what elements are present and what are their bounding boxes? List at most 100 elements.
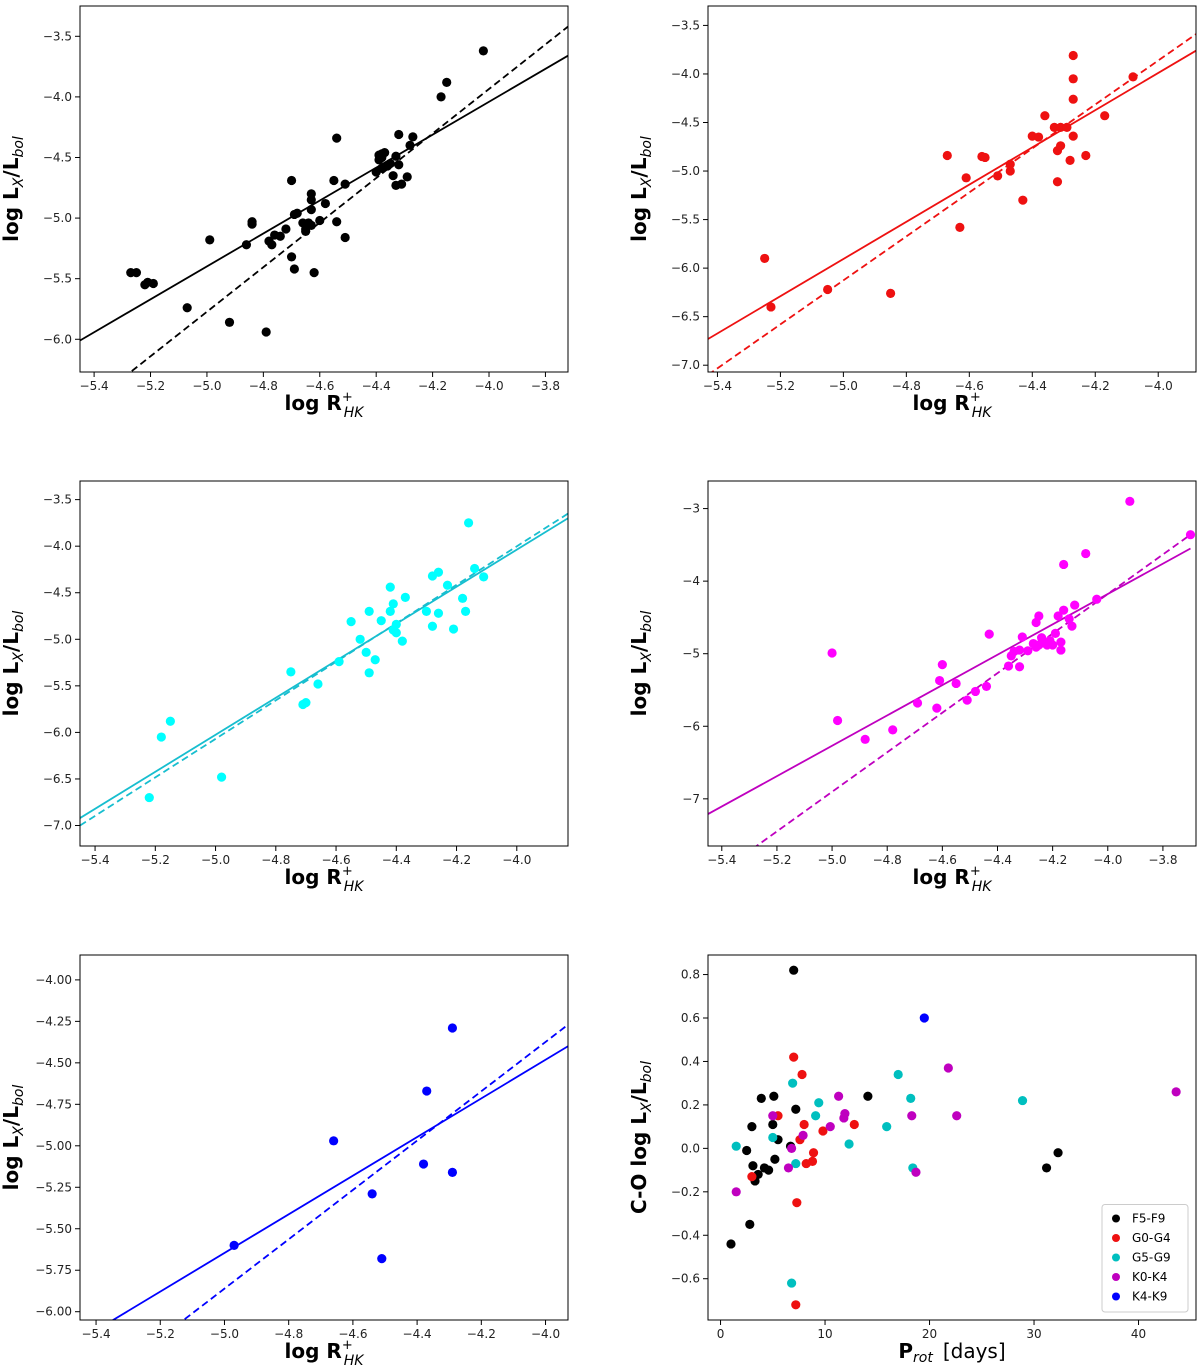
y-tick-label: −6.5 bbox=[671, 310, 700, 324]
y-tick-label: −6 bbox=[682, 719, 700, 733]
data-point bbox=[364, 668, 374, 678]
data-point bbox=[823, 284, 833, 295]
data-point bbox=[346, 616, 356, 627]
x-tick-label: −5.2 bbox=[136, 379, 165, 393]
data-point bbox=[286, 252, 297, 262]
x-tick-label: 30 bbox=[1026, 1327, 1041, 1341]
data-point bbox=[313, 679, 323, 689]
data-point bbox=[1014, 662, 1025, 672]
data-point bbox=[289, 264, 299, 274]
data-point-k0-k4 bbox=[834, 1091, 844, 1101]
x-tick-label: −4.0 bbox=[502, 853, 531, 867]
legend-marker bbox=[1112, 1273, 1120, 1281]
data-point bbox=[306, 205, 316, 215]
legend-label: K0-K4 bbox=[1132, 1270, 1167, 1284]
x-tick-label: 10 bbox=[817, 1327, 832, 1341]
chart-panel-4: −5.4 −5.2 −5.0 −4.8 −4.6 −4.4 −4.2 −4.0 −3.8 −7 −6… bbox=[627, 480, 1197, 895]
y-tick-label: −4.5 bbox=[671, 115, 700, 129]
data-point-f5-f9 bbox=[791, 1104, 801, 1114]
data-point-k0-k4 bbox=[783, 1163, 794, 1173]
fit-line-dashed bbox=[182, 1023, 568, 1320]
legend-label: K4-K9 bbox=[1132, 1290, 1167, 1304]
x-tick-label: −4.0 bbox=[474, 379, 503, 393]
data-point bbox=[380, 148, 390, 158]
data-point-k0-k4 bbox=[731, 1187, 741, 1197]
data-point-k0-k4 bbox=[911, 1167, 921, 1177]
x-axis-label: log R+ HK bbox=[285, 864, 366, 895]
data-point bbox=[301, 698, 311, 708]
data-point bbox=[377, 1254, 387, 1264]
data-point bbox=[1005, 166, 1015, 176]
data-point-g5-g9 bbox=[882, 1122, 892, 1132]
data-point bbox=[962, 695, 972, 705]
x-axis-label: log R+ HK bbox=[285, 1338, 366, 1369]
data-point bbox=[888, 725, 898, 735]
data-point bbox=[436, 92, 446, 102]
data-point bbox=[131, 268, 142, 278]
data-point bbox=[427, 621, 438, 631]
data-point-g5-g9 bbox=[1017, 1095, 1028, 1106]
data-point bbox=[394, 160, 404, 170]
axes-frame bbox=[707, 954, 1197, 1321]
x-tick-label: −3.8 bbox=[531, 379, 560, 393]
y-tick-label: −5.5 bbox=[671, 213, 700, 227]
data-point bbox=[832, 715, 843, 726]
data-point bbox=[1068, 50, 1078, 61]
chart-panel-2: −5.4 −5.2 −5.0 −4.8 −4.6 −4.4 −4.2 −4.0 −7.0 −6.5… bbox=[627, 5, 1197, 421]
data-point-f5-f9 bbox=[768, 1119, 778, 1130]
x-tick-label: −5.4 bbox=[80, 853, 109, 867]
data-point bbox=[1185, 530, 1196, 540]
y-axis-label: log LX/Lbol bbox=[0, 136, 27, 242]
data-point bbox=[470, 563, 480, 574]
data-point bbox=[1014, 645, 1025, 655]
chart-panel-5: −5.4 −5.2 −5.0 −4.8 −4.6 −4.4 −4.2 −4.0 −6.00 −5.… bbox=[0, 954, 569, 1369]
data-point bbox=[912, 698, 923, 708]
y-tick-label: −0.6 bbox=[671, 1272, 700, 1286]
legend-box bbox=[1101, 1204, 1189, 1313]
data-point bbox=[1081, 150, 1091, 161]
y-tick-label: −0.2 bbox=[671, 1185, 700, 1199]
data-point bbox=[1052, 177, 1063, 187]
data-point bbox=[1018, 195, 1028, 205]
y-tick-label: −3.5 bbox=[671, 18, 700, 32]
x-tick-label: −5.2 bbox=[766, 379, 795, 393]
x-tick-label: −4.0 bbox=[1093, 853, 1122, 867]
data-point-g0-g4 bbox=[799, 1119, 809, 1130]
data-point-g5-g9 bbox=[731, 1141, 741, 1151]
legend-label: F5-F9 bbox=[1132, 1212, 1165, 1226]
data-point-k0-k4 bbox=[943, 1063, 953, 1073]
fit-line-dashed bbox=[755, 533, 1192, 846]
legend-marker bbox=[1112, 1234, 1120, 1242]
data-point bbox=[1128, 72, 1138, 82]
data-point bbox=[165, 716, 175, 726]
legend-label: G5-G9 bbox=[1132, 1251, 1171, 1265]
y-tick-label: −3.5 bbox=[43, 29, 72, 43]
data-point-f5-f9 bbox=[726, 1239, 736, 1249]
data-point bbox=[332, 133, 342, 143]
y-tick-label: 0.0 bbox=[681, 1141, 700, 1155]
x-tick-label: −4.8 bbox=[873, 853, 902, 867]
plot-area bbox=[80, 512, 568, 827]
data-point bbox=[1033, 132, 1044, 142]
data-point-g0-g4 bbox=[792, 1198, 802, 1208]
data-point bbox=[980, 152, 990, 163]
x-tick-label: −4.6 bbox=[321, 853, 350, 867]
data-point bbox=[267, 240, 277, 250]
data-point bbox=[388, 599, 398, 609]
axes-frame bbox=[707, 480, 1197, 847]
data-point-k0-k4 bbox=[825, 1122, 835, 1132]
fit-line-solid bbox=[80, 517, 568, 819]
x-tick-label: −5.4 bbox=[80, 379, 109, 393]
data-point-f5-f9 bbox=[747, 1122, 757, 1132]
data-point bbox=[385, 606, 395, 616]
data-point bbox=[364, 606, 374, 616]
y-tick-label: −3.5 bbox=[43, 493, 72, 507]
data-point bbox=[394, 129, 404, 140]
data-point bbox=[1056, 122, 1066, 132]
data-point-g0-g4 bbox=[797, 1069, 807, 1080]
x-axis-label: log R+ HK bbox=[285, 390, 366, 421]
data-point bbox=[442, 77, 452, 87]
axes-frame bbox=[707, 5, 1197, 373]
data-point bbox=[405, 140, 415, 150]
x-tick-label: −4.6 bbox=[955, 379, 984, 393]
